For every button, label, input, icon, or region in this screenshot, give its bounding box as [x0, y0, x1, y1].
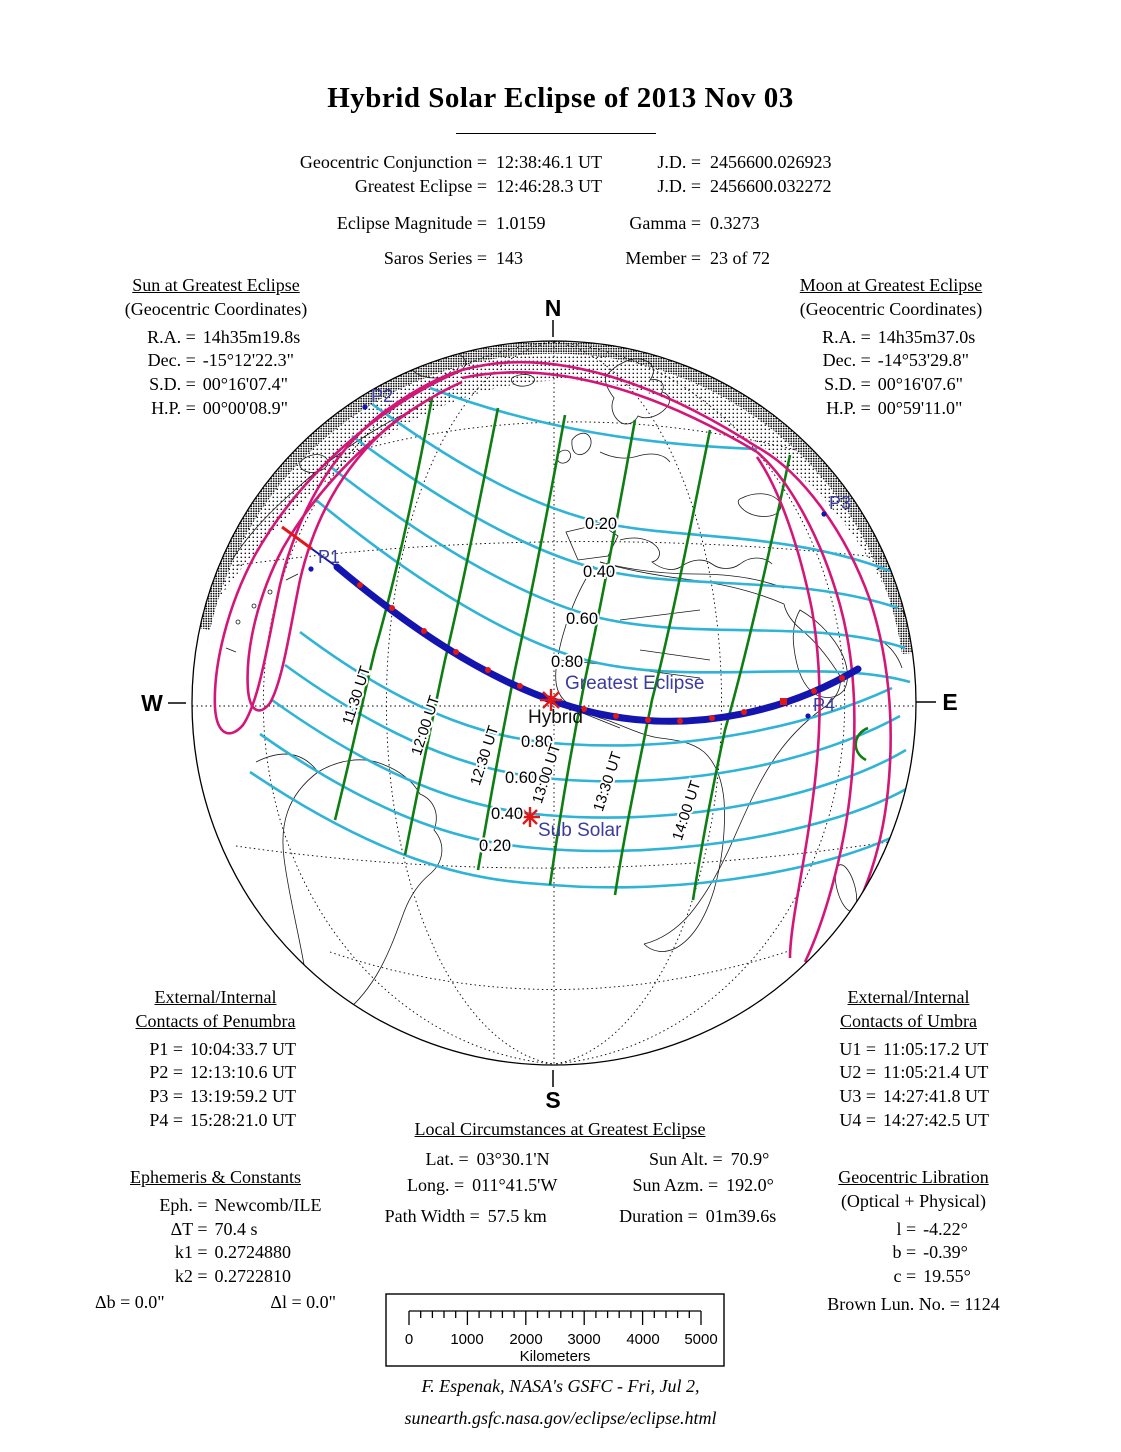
svg-text:1000: 1000 — [450, 1331, 483, 1348]
page-title: Hybrid Solar Eclipse of 2013 Nov 03 — [327, 82, 794, 114]
sun-block-subtitle: (Geocentric Coordinates) — [124, 298, 308, 319]
svg-text:P2: P2 — [371, 386, 393, 406]
svg-text:0.20: 0.20 — [479, 837, 511, 855]
svg-text:P1: P1 — [318, 547, 340, 567]
header-row-magnitude: Eclipse Magnitude = 1.0159 Gamma = 0.3273 — [336, 213, 760, 233]
svg-text:0.80: 0.80 — [551, 653, 583, 671]
compass-south: S — [545, 1087, 560, 1113]
sub-solar-label: Sub Solar — [538, 820, 622, 841]
svg-text:0.60: 0.60 — [505, 769, 537, 787]
compass-labels: N S W E — [141, 295, 958, 1113]
svg-text:0.80: 0.80 — [521, 733, 553, 751]
moon-block-subtitle: (Geocentric Coordinates) — [799, 298, 983, 319]
greatest-eclipse-label: Greatest Eclipse — [565, 673, 704, 694]
night-shading-band — [199, 341, 913, 653]
svg-text:5000: 5000 — [684, 1331, 717, 1348]
compass-north: N — [545, 295, 562, 321]
compass-east: E — [942, 689, 957, 715]
globe-outline — [191, 340, 917, 1066]
footer-credit: F. Espenak, NASA's GSFC - Fri, Jul 2, — [421, 1376, 700, 1396]
svg-text:0.60: 0.60 — [566, 610, 598, 628]
compass-west: W — [141, 690, 163, 716]
contact-point-markers: P1 P2 P3 P4 — [308, 386, 851, 719]
moon-block-title: Moon at Greatest Eclipse — [799, 275, 983, 295]
header-row-saros: Saros Series = 143 Member = 23 of 72 — [383, 248, 770, 268]
hybrid-label: Hybrid — [528, 707, 583, 728]
sun-block-title: Sun at Greatest Eclipse — [132, 275, 300, 295]
local-circumstances-title: Local Circumstances at Greatest Eclipse — [414, 1119, 706, 1139]
libration-subtitle: (Optical + Physical) — [840, 1190, 987, 1211]
path-time-markers — [357, 582, 845, 724]
svg-text:3000: 3000 — [567, 1331, 600, 1348]
central-eclipse-path — [281, 525, 862, 725]
ephemeris-constants-block: Ephemeris & Constants Eph. = Newcomb/ILE … — [83, 1166, 348, 1315]
svg-text:4000: 4000 — [626, 1331, 659, 1348]
ut-time-lines — [333, 397, 869, 901]
svg-text:P4: P4 — [813, 695, 835, 715]
svg-text:12:30 UT: 12:30 UT — [467, 724, 502, 788]
svg-text:2000: 2000 — [509, 1331, 542, 1348]
moon-at-greatest-eclipse-block: Moon at Greatest Eclipse (Geocentric Coo… — [760, 274, 1022, 421]
sub-solar-marker — [520, 807, 540, 827]
delta-b-value: Δb = 0.0" — [95, 1291, 165, 1312]
svg-text:0.20: 0.20 — [585, 515, 617, 533]
penumbra-limit-curves — [213, 360, 892, 966]
greatest-eclipse-marker — [540, 689, 562, 711]
svg-text:0.40: 0.40 — [583, 563, 615, 581]
title-underline — [456, 133, 656, 134]
umbral-path — [333, 563, 862, 725]
libration-title: Geocentric Libration — [838, 1167, 989, 1187]
svg-text:P3: P3 — [829, 493, 851, 513]
header-row-conjunction: Geocentric Conjunction = 12:38:46.1 UT J.D… — [299, 152, 832, 172]
scale-bar-unit: Kilometers — [520, 1348, 591, 1365]
delta-l-value: Δl = 0.0" — [270, 1291, 336, 1312]
geocentric-libration-block: Geocentric Libration (Optical + Physical… — [776, 1166, 1051, 1317]
footer-url: sunearth.gsfc.nasa.gov/eclipse/eclipse.h… — [404, 1408, 717, 1428]
penumbra-contacts-block: External/Internal Contacts of Penumbra P… — [135, 987, 297, 1130]
svg-text:0: 0 — [405, 1331, 413, 1348]
magnitude-contours — [249, 386, 911, 889]
umbra-contacts-block: External/Internal Contacts of Umbra U1 =… — [839, 987, 989, 1130]
scale-bar: 0 1000 2000 3000 4000 5000 Kilometers — [385, 1293, 725, 1367]
brown-lunation-number: Brown Lun. No. = 1124 — [827, 1293, 1000, 1314]
ephemeris-title: Ephemeris & Constants — [130, 1167, 301, 1187]
sun-at-greatest-eclipse-block: Sun at Greatest Eclipse (Geocentric Coor… — [85, 274, 347, 421]
header-row-greatest-eclipse: Greatest Eclipse = 12:46:28.3 UT J.D. = 245… — [354, 176, 832, 196]
svg-text:14:00 UT: 14:00 UT — [669, 779, 704, 843]
contour-labels: 0.20 0.40 0.60 0.80 0.80 0.60 0.40 0.20 — [477, 513, 619, 857]
local-circumstances-block: Local Circumstances at Greatest Eclipse … — [330, 1118, 790, 1229]
svg-text:0.40: 0.40 — [491, 805, 523, 823]
